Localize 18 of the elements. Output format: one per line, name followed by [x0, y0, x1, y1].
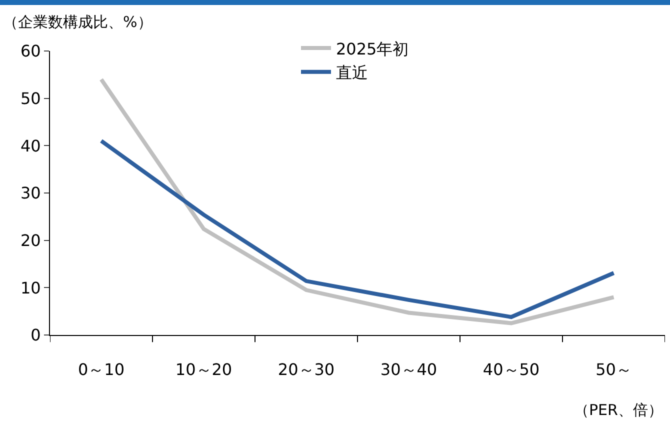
legend-label: 2025年初 [336, 39, 409, 58]
legend-label: 直近 [336, 63, 368, 82]
y-tick-label: 20 [20, 230, 41, 250]
y-tick-label: 30 [20, 184, 41, 203]
line-series [99, 138, 616, 320]
x-axis-title: （PER、倍） [574, 401, 663, 419]
x-tick-label: 40～50 [482, 360, 540, 380]
x-tick-label: 30～40 [380, 360, 438, 380]
x-tick-label: 50～ [596, 360, 632, 380]
y-tick-label: 0 [30, 326, 41, 345]
y-tick-label: 10 [20, 278, 41, 298]
x-tick-label: 20～30 [278, 360, 335, 380]
y-tick-label: 40 [20, 136, 41, 156]
y-tick-label: 60 [20, 42, 41, 61]
y-axis-title: （企業数構成比、%） [3, 13, 152, 31]
x-tick-label: 10～20 [175, 360, 232, 380]
x-tick-label: 0～10 [78, 360, 125, 380]
y-tick-label: 50 [20, 88, 41, 108]
